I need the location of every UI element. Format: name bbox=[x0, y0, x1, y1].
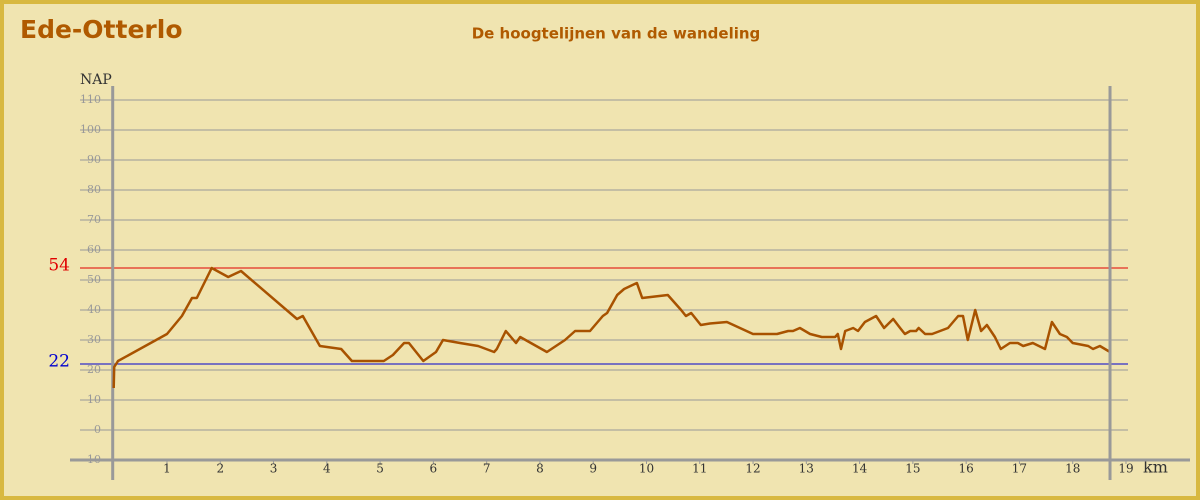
x-tick-label: 11 bbox=[692, 462, 707, 476]
y-tick-label: 20 bbox=[87, 363, 101, 376]
y-tick-label: 30 bbox=[87, 333, 101, 346]
x-tick-label: 15 bbox=[905, 462, 920, 476]
y-tick-label: 0 bbox=[94, 423, 101, 436]
elevation-line bbox=[112, 266, 1111, 389]
x-tick-label: 19 bbox=[1118, 462, 1133, 476]
x-tick-label: 17 bbox=[1012, 462, 1027, 476]
x-tick-label: 9 bbox=[589, 462, 597, 476]
x-tick-label: 10 bbox=[639, 462, 654, 476]
x-tick-label: 4 bbox=[323, 462, 331, 476]
y-tick-label: 70 bbox=[87, 213, 101, 226]
chart-subtitle: De hoogtelijnen van de wandeling bbox=[472, 25, 761, 43]
x-tick-label: 16 bbox=[959, 462, 974, 476]
x-tick-label: 6 bbox=[430, 462, 438, 476]
reference-label: 54 bbox=[48, 256, 70, 276]
x-tick-label: 18 bbox=[1065, 462, 1080, 476]
x-axis-label: km bbox=[1143, 458, 1168, 477]
y-tick-label: 40 bbox=[87, 303, 101, 316]
x-tick-label: 3 bbox=[270, 462, 278, 476]
y-tick-label: 10 bbox=[87, 393, 101, 406]
x-tick-label: 13 bbox=[799, 462, 814, 476]
x-tick-label: 5 bbox=[376, 462, 384, 476]
x-tick-label: 7 bbox=[483, 462, 491, 476]
chart-title: Ede-Otterlo bbox=[20, 15, 183, 44]
x-tick-label: 1 bbox=[163, 462, 171, 476]
y-tick-label: 90 bbox=[87, 153, 101, 166]
y-tick-label: 50 bbox=[87, 273, 101, 286]
y-axis-label: NAP bbox=[80, 72, 112, 88]
y-tick-label: 100 bbox=[80, 123, 101, 136]
reference-label: 22 bbox=[48, 352, 70, 372]
y-tick-label: 80 bbox=[87, 183, 101, 196]
x-tick-label: 12 bbox=[745, 462, 760, 476]
y-tick-label: 60 bbox=[87, 243, 101, 256]
x-tick-label: 14 bbox=[852, 462, 868, 476]
x-tick-label: 8 bbox=[536, 462, 544, 476]
x-tick-label: 2 bbox=[216, 462, 224, 476]
y-tick-label: 110 bbox=[80, 93, 101, 106]
